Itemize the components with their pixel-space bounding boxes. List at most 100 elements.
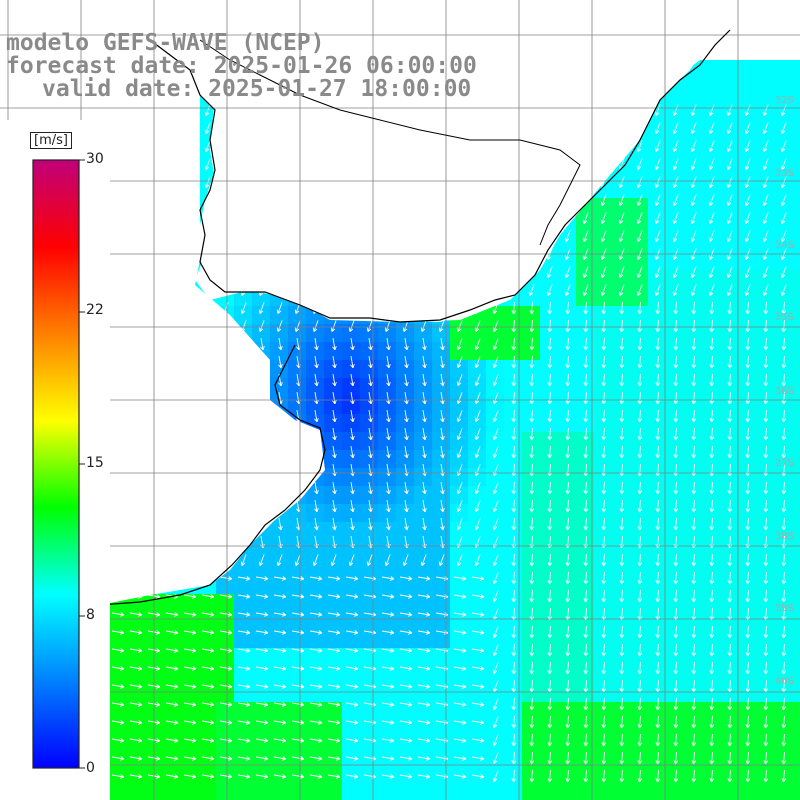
- wind-arrow: [546, 284, 553, 296]
- wind-arrow: [619, 589, 625, 603]
- wind-arrow: [166, 774, 179, 779]
- wind-arrow: [474, 410, 481, 422]
- wind-arrow: [726, 122, 733, 134]
- wind-arrow: [492, 500, 499, 512]
- wind-arrow: [565, 427, 571, 441]
- wind-arrow: [332, 338, 337, 351]
- wind-arrow: [346, 576, 359, 581]
- wind-arrow: [601, 319, 607, 333]
- wind-arrow: [600, 230, 607, 242]
- wind-arrow: [637, 715, 643, 729]
- wind-arrow: [655, 337, 661, 351]
- wind-arrow: [619, 481, 625, 495]
- wind-arrow: [672, 194, 679, 206]
- wind-arrow: [314, 500, 319, 513]
- wind-arrow: [691, 427, 697, 441]
- wind-arrow: [763, 625, 769, 639]
- wind-arrow: [565, 445, 571, 459]
- wind-arrow: [456, 446, 463, 458]
- wind-arrow: [328, 756, 341, 761]
- wind-arrow: [474, 374, 481, 386]
- wind-arrow: [655, 373, 661, 387]
- wind-arrow: [400, 648, 413, 653]
- wind-arrow: [655, 769, 661, 783]
- wind-arrow: [454, 612, 467, 617]
- wind-arrow: [456, 320, 463, 332]
- lat-label-32s: 32S: [774, 95, 794, 106]
- wind-arrow: [618, 230, 625, 242]
- wind-arrow: [511, 517, 517, 531]
- wind-arrow: [511, 661, 517, 675]
- wind-arrow: [583, 445, 589, 459]
- wind-arrow: [727, 751, 733, 765]
- wind-arrow: [691, 319, 697, 333]
- wind-arrow: [238, 648, 251, 653]
- wind-arrow: [547, 427, 553, 441]
- wind-arrow: [673, 697, 679, 711]
- wind-arrow: [636, 230, 643, 242]
- wind-arrow: [422, 356, 427, 369]
- wind-arrow: [492, 590, 499, 602]
- wind-arrow: [454, 648, 467, 653]
- wind-arrow: [278, 356, 283, 369]
- wind-arrow: [274, 594, 287, 599]
- wind-arrow: [438, 554, 445, 566]
- wind-arrow: [781, 697, 787, 711]
- wind-arrow: [204, 122, 211, 134]
- colorbar-tick-8: 8: [86, 607, 95, 623]
- wind-arrow: [492, 356, 499, 368]
- wind-arrow: [637, 643, 643, 657]
- wind-arrow: [601, 517, 607, 531]
- wind-arrow: [368, 500, 373, 513]
- wind-arrow: [726, 140, 733, 152]
- wind-arrow: [511, 337, 517, 351]
- wind-arrow: [529, 733, 535, 747]
- wind-arrow: [745, 319, 751, 333]
- wind-arrow: [709, 337, 715, 351]
- wind-arrow: [618, 284, 625, 296]
- wind-arrow: [274, 720, 287, 725]
- wind-arrow: [655, 751, 661, 765]
- wind-arrow: [637, 499, 643, 513]
- wind-arrow: [709, 643, 715, 657]
- wind-arrow: [655, 643, 661, 657]
- wind-arrow: [672, 176, 679, 188]
- wind-arrow: [202, 720, 215, 725]
- wind-arrow: [636, 266, 643, 278]
- wind-arrow: [655, 661, 661, 675]
- wind-arrow: [691, 373, 697, 387]
- wind-arrow: [310, 666, 323, 671]
- wind-arrow: [547, 391, 553, 405]
- wind-arrow: [422, 392, 427, 405]
- wind-arrow: [166, 756, 179, 761]
- wind-arrow: [256, 720, 269, 725]
- wind-arrow: [202, 648, 215, 653]
- wind-arrow: [294, 320, 301, 332]
- wind-arrow: [328, 594, 341, 599]
- wind-arrow: [258, 320, 265, 332]
- wind-arrow: [418, 702, 431, 707]
- wind-arrow: [636, 158, 643, 170]
- wind-arrow: [386, 482, 391, 495]
- wind-arrow: [529, 553, 535, 567]
- colorbar-tick-0: 0: [86, 760, 95, 776]
- wind-arrow: [492, 464, 499, 476]
- wind-arrow: [332, 518, 337, 531]
- wind-arrow: [727, 661, 733, 675]
- wind-arrow: [332, 410, 337, 423]
- wind-arrow: [528, 284, 535, 296]
- wind-arrow: [673, 445, 679, 459]
- wind-arrow: [744, 266, 751, 278]
- wind-arrow: [492, 338, 499, 350]
- wind-arrow: [654, 266, 661, 278]
- wind-arrow: [529, 679, 535, 693]
- wind-arrow: [637, 589, 643, 603]
- wind-arrow: [727, 445, 733, 459]
- wind-arrow: [184, 702, 197, 707]
- wind-arrow: [619, 661, 625, 675]
- wind-arrow: [220, 684, 233, 689]
- wind-arrow: [709, 391, 715, 405]
- wind-arrow: [332, 374, 337, 387]
- wind-arrow: [386, 500, 391, 513]
- lat-label-34s: 34S: [774, 240, 794, 251]
